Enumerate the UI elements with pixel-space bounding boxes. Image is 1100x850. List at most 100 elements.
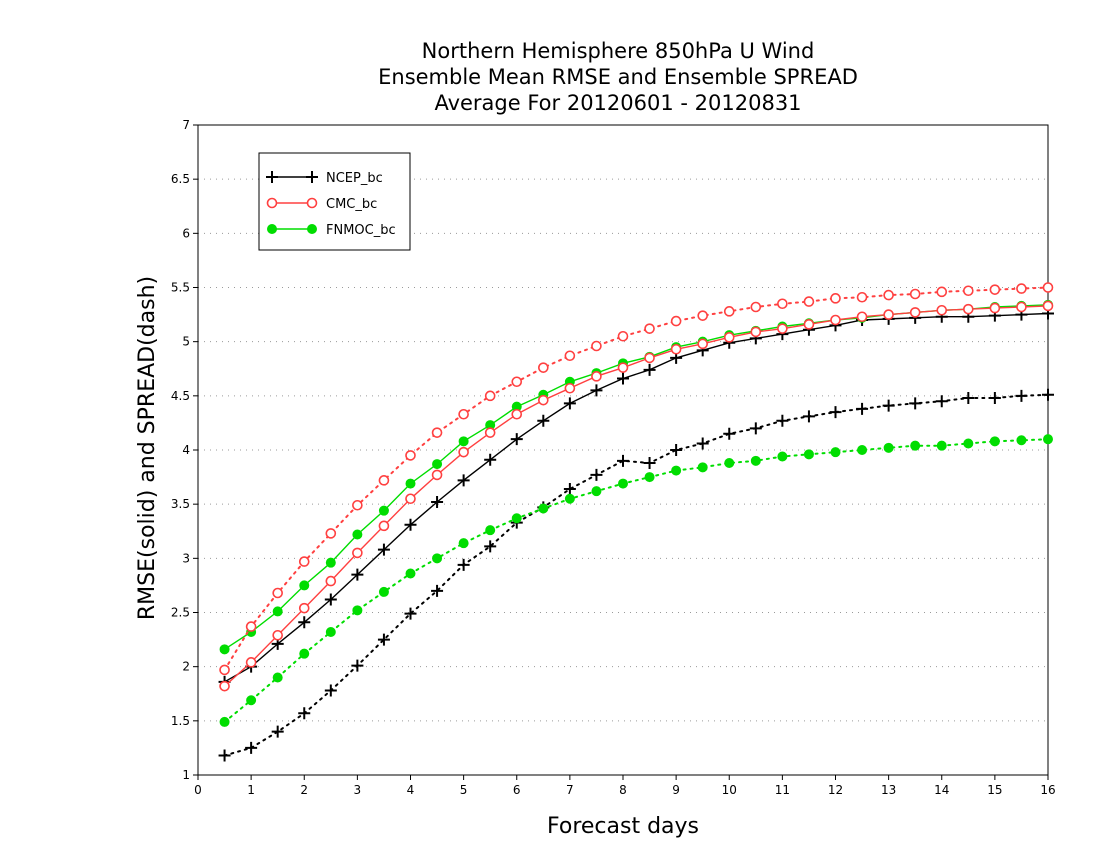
legend-marker-ncep-bc [266, 171, 278, 183]
fnmoc-bc-spread-point [511, 513, 522, 524]
ncep-bc-rmse-point [351, 568, 364, 581]
fnmoc-bc-spread-point [325, 627, 336, 637]
legend: NCEP_bc CMC_bc FNMOC_bc [258, 152, 411, 251]
cmc-bc-rmse-point [431, 469, 443, 481]
x-tick-label: 0 [194, 783, 202, 797]
cmc-bc-rmse-point [352, 547, 363, 559]
ncep-bc-spread-point [643, 457, 656, 469]
fnmoc-bc-spread-point [219, 716, 230, 727]
ncep-bc-spread-point [776, 414, 789, 427]
fnmoc-bc-spread-point [485, 525, 496, 536]
ncep-bc-rmse-point [404, 518, 417, 531]
cmc-bc-rmse-point [245, 657, 257, 668]
cmc-bc-spread-point [723, 306, 735, 317]
ncep-bc-rmse-point [563, 397, 576, 410]
fnmoc-bc-spread-point [378, 586, 389, 597]
cmc-bc-rmse-point [1016, 301, 1027, 313]
cmc-bc-rmse-point [750, 326, 762, 338]
cmc-bc-spread-point [909, 288, 921, 300]
legend-marker-fnmoc-bc [307, 224, 317, 234]
ncep-bc-rmse-point [643, 363, 656, 376]
legend-item-fnmoc-bc: FNMOC_bc [267, 223, 396, 238]
cmc-bc-rmse-point [883, 309, 894, 320]
ncep-bc-spread-point [404, 607, 417, 620]
x-tick-label: 6 [513, 783, 521, 797]
y-tick-label: 2.5 [171, 606, 190, 620]
ncep-bc-rmse-point [324, 593, 337, 606]
legend-box [258, 152, 411, 251]
ncep-bc-spread-point [988, 392, 1001, 404]
cmc-bc-spread-point [830, 293, 841, 304]
ncep-bc-spread-point [377, 633, 390, 646]
ncep-bc-rmse-line [224, 312, 1049, 683]
fnmoc-bc-spread-point [432, 553, 443, 564]
series-cmc-bc [219, 282, 1054, 692]
cmc-bc-spread-point [963, 285, 974, 297]
ncep-bc-spread-point [749, 422, 762, 435]
y-tick-label: 1 [182, 768, 190, 782]
x-tick-label: 10 [722, 783, 737, 797]
ncep-bc-spread-point [909, 397, 922, 410]
x-tick-label: 11 [775, 783, 790, 797]
fnmoc-bc-spread-point [591, 486, 602, 497]
x-tick-label: 14 [934, 783, 949, 797]
ncep-bc-spread-point [802, 410, 815, 423]
fnmoc-bc-spread-point [1043, 434, 1053, 445]
y-tick-label: 3.5 [171, 497, 190, 511]
fnmoc-bc-spread-point [618, 478, 628, 489]
fnmoc-bc-rmse-line [224, 304, 1049, 650]
legend-marker-cmc-bc [306, 197, 318, 209]
fnmoc-bc-spread-point [936, 440, 947, 451]
ncep-bc-spread-point [723, 427, 736, 440]
ncep-bc-rmse-point [617, 372, 629, 385]
legend-item-ncep-bc: NCEP_bc [266, 171, 383, 186]
cmc-bc-spread-point [989, 284, 1001, 295]
cmc-bc-spread-point [644, 323, 655, 334]
cmc-bc-spread-point [325, 528, 337, 539]
y-tick-label: 2 [182, 660, 190, 674]
legend-marker-ncep-bc [306, 171, 318, 183]
fnmoc-bc-spread-point [671, 465, 682, 476]
cmc-bc-rmse-point [909, 307, 921, 318]
x-tick-label: 7 [566, 783, 574, 797]
ncep-bc-spread-point [457, 558, 470, 571]
cmc-bc-rmse-point [670, 343, 682, 355]
fnmoc-bc-rmse-point [378, 505, 389, 516]
x-tick-label: 15 [987, 783, 1002, 797]
fnmoc-bc-spread-point [272, 672, 283, 683]
ncep-bc-spread-point [696, 437, 709, 450]
fnmoc-bc-spread-point [405, 568, 416, 579]
ncep-bc-spread-point [882, 399, 895, 412]
cmc-bc-spread-point [219, 664, 230, 676]
ncep-bc-rmse-point [298, 616, 311, 629]
cmc-bc-rmse-point [936, 304, 948, 316]
ncep-bc-spread-point [1015, 389, 1028, 402]
fnmoc-bc-spread-point [989, 436, 1000, 447]
cmc-bc-rmse-point [219, 680, 230, 692]
cmc-bc-spread-point [538, 362, 549, 373]
series-fnmoc-bc [219, 299, 1053, 727]
cmc-bc-spread-point [245, 621, 257, 632]
fnmoc-bc-spread-point [697, 462, 708, 473]
cmc-bc-spread-point [352, 499, 363, 511]
cmc-bc-rmse-point [723, 332, 735, 343]
cmc-bc-spread-point [511, 376, 523, 388]
y-tick-label: 5 [182, 335, 190, 349]
cmc-bc-spread-point [272, 587, 283, 599]
cmc-bc-spread-point [803, 296, 815, 307]
cmc-bc-spread-point [617, 330, 629, 342]
fnmoc-bc-spread-point [803, 449, 814, 460]
legend-marker-fnmoc-bc [267, 224, 277, 234]
cmc-bc-spread-point [564, 350, 576, 362]
cmc-bc-rmse-line [224, 305, 1049, 687]
cmc-bc-rmse-point [538, 394, 549, 406]
cmc-bc-spread-point [591, 340, 602, 352]
legend-label-ncep-bc: NCEP_bc [326, 171, 383, 186]
chart-title-line-1: Northern Hemisphere 850hPa U Wind [422, 39, 815, 63]
ncep-bc-spread-point [271, 725, 284, 738]
cmc-bc-rmse-point [777, 323, 788, 334]
ncep-bc-spread-point [935, 395, 948, 408]
fnmoc-bc-spread-point [564, 493, 575, 504]
legend-label-cmc-bc: CMC_bc [326, 197, 377, 212]
